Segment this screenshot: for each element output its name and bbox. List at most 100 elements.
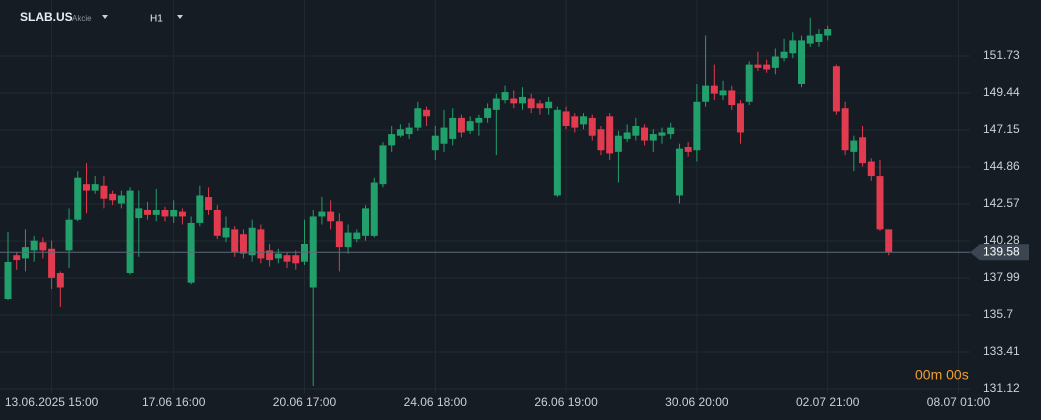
candle-body [100, 185, 108, 199]
x-tick-label: 08.07 01:00 [927, 395, 991, 409]
y-tick-label: 147.15 [983, 122, 1020, 136]
dropdown-arrow[interactable] [177, 15, 183, 19]
candle-body [56, 272, 64, 288]
candle-body [74, 177, 82, 220]
candle-body [466, 121, 474, 131]
candle-body [353, 232, 361, 240]
candle-body [39, 242, 47, 251]
axis-labels: 131.12 133.41 135.7 137.99 140.28 142.57 144.8… [5, 48, 1020, 409]
candle-body [754, 64, 762, 68]
candle-body [327, 211, 335, 222]
candle-body [649, 134, 657, 141]
candle-body [266, 250, 274, 261]
y-tick-label: 142.57 [983, 196, 1020, 210]
y-tick-label: 149.44 [983, 85, 1020, 99]
candle-body [518, 96, 526, 104]
candle-body [440, 127, 448, 144]
candle-body [396, 129, 404, 136]
candle-body [449, 117, 457, 139]
candle-body [736, 103, 744, 133]
candle-body [292, 255, 300, 264]
candle-body [763, 64, 771, 70]
candle-body [771, 56, 779, 68]
candle-body [832, 66, 840, 112]
candle-body [597, 129, 605, 151]
candle-body [170, 209, 178, 217]
candle-body [4, 262, 12, 299]
last-price-label: 139.58 [983, 244, 1020, 258]
candle-body [806, 35, 814, 44]
x-tick-label: 20.06 17:00 [273, 395, 337, 409]
candle-body [362, 208, 370, 236]
candle-body [675, 148, 683, 196]
candle-body [623, 132, 631, 139]
candle-body [693, 101, 701, 151]
candle-body [48, 248, 56, 278]
candle-body [545, 101, 553, 109]
candle-body [248, 227, 256, 256]
candle-body [571, 116, 579, 128]
candle-body [283, 255, 291, 262]
candle-body [178, 211, 186, 217]
candle-body [344, 232, 352, 248]
candle-body [527, 98, 535, 109]
candle-body [457, 117, 465, 133]
candle-body [414, 108, 422, 128]
x-tick-label: 26.06 19:00 [534, 395, 598, 409]
candle-body [632, 125, 640, 136]
candle-body [196, 195, 204, 223]
candle-body [475, 117, 483, 123]
candle-body [745, 64, 753, 102]
y-tick-label: 140.28 [983, 233, 1020, 247]
candle-body [484, 108, 492, 118]
x-tick-label: 17.06 16:00 [142, 395, 206, 409]
candle-body [431, 135, 439, 151]
toolbar[interactable]: SLAB.US Akcie H1 [20, 10, 183, 25]
candle-body [789, 40, 797, 54]
candle-body [109, 193, 117, 201]
candle-body [580, 116, 588, 125]
candle-body [536, 103, 544, 109]
candle-body [841, 108, 849, 151]
candle-body [614, 135, 622, 152]
x-tick-label: 30.06 20:00 [665, 395, 729, 409]
candle-body [205, 197, 213, 210]
x-tick-label: 24.06 18:00 [404, 395, 468, 409]
candle-body [117, 195, 125, 204]
candle-body [606, 116, 614, 154]
dropdown-arrow[interactable] [102, 15, 108, 19]
y-tick-label: 144.86 [983, 159, 1020, 173]
candle-body [370, 182, 378, 236]
candle-body [126, 190, 134, 273]
candle-body [13, 255, 21, 261]
candle-body [850, 140, 858, 152]
candle-body [152, 209, 160, 215]
x-tick-label: 02.07 21:00 [796, 395, 860, 409]
candle-body [388, 134, 396, 146]
candle-body [492, 98, 500, 110]
y-tick-label: 131.12 [983, 381, 1020, 395]
candle-body [859, 137, 867, 164]
candles: 139.58 [0, 17, 1029, 387]
symbol[interactable]: SLAB.US [20, 10, 73, 24]
candle-body [780, 51, 788, 59]
candle-body [588, 117, 596, 136]
candle-body [501, 92, 509, 101]
candle-body [239, 234, 247, 254]
candle-body [379, 145, 387, 185]
candle-body [65, 219, 73, 251]
candle-body [798, 40, 806, 84]
x-tick-label: 13.06.2025 15:00 [5, 395, 99, 409]
candle-body [144, 209, 152, 215]
candle-body [231, 229, 239, 252]
candle-body [710, 85, 718, 94]
candle-body [824, 29, 832, 36]
candle-body [91, 184, 99, 191]
candle-body [684, 146, 692, 152]
y-tick-label: 151.73 [983, 48, 1020, 62]
timeframe[interactable]: H1 [150, 14, 163, 25]
candle-body [222, 227, 230, 238]
y-tick-label: 137.99 [983, 270, 1020, 284]
last-price-tag [970, 244, 1029, 261]
